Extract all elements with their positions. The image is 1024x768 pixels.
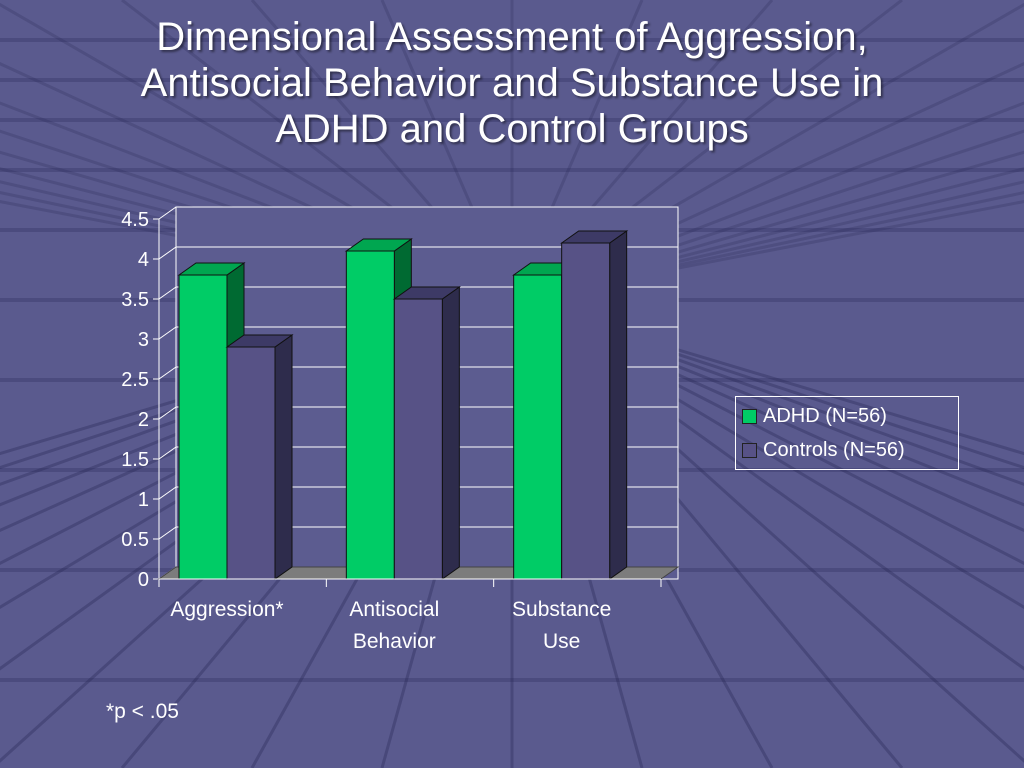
gridline-side [158,486,177,500]
gridline-side [158,206,177,220]
title-line-2: Antisocial Behavior and Substance Use in [140,61,884,105]
gridline-side [158,406,177,420]
y-tick-label: 2 [138,409,149,431]
gridline-side [158,286,177,300]
y-tick-label: 0.5 [121,529,149,551]
gridline-side [158,246,177,260]
y-tick-label: 3 [138,329,149,351]
gridline-side [158,446,177,460]
footnote: *p < .05 [106,700,179,723]
bar-controls-3 [560,230,629,580]
legend-swatch-adhd [742,408,757,424]
y-tick-label: 0 [138,569,149,591]
y-tick-label: 2.5 [121,369,149,391]
gridline-side [158,326,177,340]
x-category-label-2: Antisocial Behavior [349,598,439,653]
y-tick-label: 3.5 [121,289,149,311]
legend-label-adhd: ADHD (N=56) [763,404,887,427]
y-tick-label: 1 [138,489,149,511]
title-line-3: ADHD and Control Groups [275,107,749,151]
y-tick-label: 1.5 [121,449,149,471]
y-tick-label: 4.5 [121,209,149,231]
y-tick-label: 4 [138,249,149,271]
gridline-side [158,366,177,380]
legend-item-controls: Controls (N=56) [742,435,905,465]
x-category-label-1: Aggression* [170,598,283,621]
slide-title: Dimensional Assessment of Aggression, An… [40,14,984,152]
chart-legend: ADHD (N=56) Controls (N=56) [735,396,959,470]
gridline-side [158,526,177,540]
x-category-label-3: Substance Use [512,598,611,653]
bar-controls-1 [225,334,294,580]
title-line-1: Dimensional Assessment of Aggression, [156,15,868,59]
legend-item-adhd: ADHD (N=56) [742,401,887,431]
bar-controls-2 [392,286,461,580]
legend-swatch-controls [742,442,757,458]
legend-label-controls: Controls (N=56) [763,438,905,461]
